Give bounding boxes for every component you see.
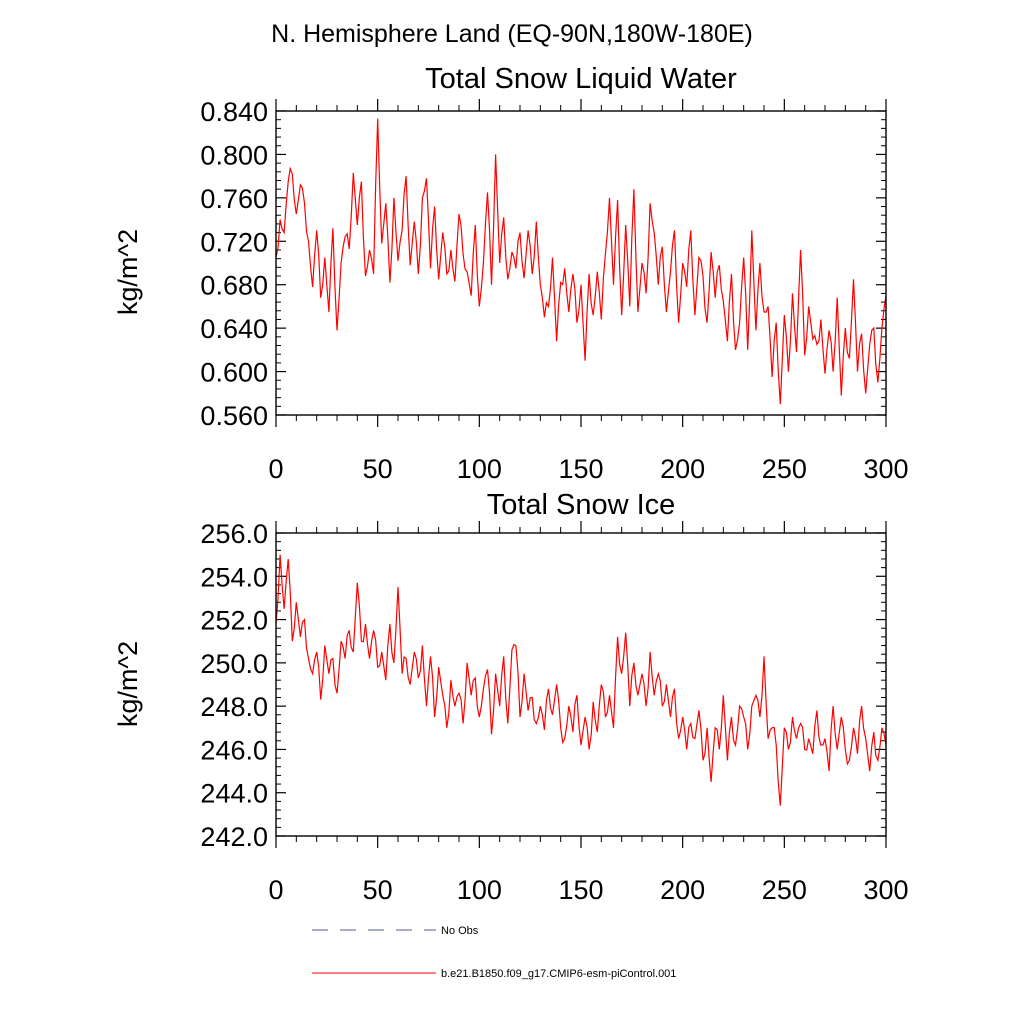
y-axis-label: kg/m^2 xyxy=(113,641,143,727)
x-tick-label: 150 xyxy=(558,875,603,905)
y-tick-label: 0.560 xyxy=(200,401,268,431)
legend-run-label: b.e21.B1850.f09_g17.CMIP6-esm-piControl.… xyxy=(441,968,676,980)
chart-panel-snow-liquid-water: Total Snow Liquid Water kg/m^2 0.560 0.60… xyxy=(113,63,909,484)
x-tick-labels: 0 50 100 150 200 250 300 xyxy=(268,875,908,905)
x-tick-label: 200 xyxy=(660,875,705,905)
chart-title: Total Snow Liquid Water xyxy=(425,63,737,95)
x-tick-label: 50 xyxy=(363,454,393,484)
y-tick-label: 0.760 xyxy=(200,184,268,214)
x-tick-label: 50 xyxy=(363,875,393,905)
x-tick-label: 100 xyxy=(457,454,502,484)
y-tick-label: 254.0 xyxy=(200,562,268,592)
y-tick-label: 0.840 xyxy=(200,97,268,127)
x-tick-label: 0 xyxy=(268,454,283,484)
x-tick-label: 100 xyxy=(457,875,502,905)
plot-frame xyxy=(275,110,887,416)
x-tick-label: 250 xyxy=(762,875,807,905)
x-tick-labels: 0 50 100 150 200 250 300 xyxy=(268,454,908,484)
axis-ticks xyxy=(275,521,887,848)
y-tick-labels: 0.560 0.600 0.640 0.680 0.720 0.760 0.800 0.840 xyxy=(200,97,268,431)
y-tick-label: 256.0 xyxy=(200,519,268,549)
figure-title: N. Hemisphere Land (EQ-90N,180W-180E) xyxy=(271,20,753,48)
y-tick-label: 242.0 xyxy=(200,822,268,852)
chart-title: Total Snow Ice xyxy=(487,489,676,521)
y-axis-label: kg/m^2 xyxy=(113,229,143,315)
y-tick-label: 0.680 xyxy=(200,271,268,301)
data-series-line xyxy=(275,118,887,405)
x-tick-label: 150 xyxy=(558,454,603,484)
x-tick-label: 300 xyxy=(863,454,908,484)
legend-no-obs-label: No Obs xyxy=(441,925,479,937)
x-tick-label: 0 xyxy=(268,875,283,905)
y-tick-label: 246.0 xyxy=(200,735,268,765)
plot-frame xyxy=(275,532,887,837)
data-series-line xyxy=(275,554,887,806)
y-tick-label: 0.600 xyxy=(200,358,268,388)
y-tick-label: 0.640 xyxy=(200,314,268,344)
legend: No Obs b.e21.B1850.f09_g17.CMIP6-esm-piC… xyxy=(312,925,676,980)
x-tick-label: 300 xyxy=(863,875,908,905)
y-tick-labels: 242.0 244.0 246.0 248.0 250.0 252.0 254.0 256.0 xyxy=(200,519,268,852)
x-tick-label: 250 xyxy=(762,454,807,484)
x-tick-label: 200 xyxy=(660,454,705,484)
y-tick-label: 252.0 xyxy=(200,606,268,636)
y-tick-label: 250.0 xyxy=(200,649,268,679)
y-tick-label: 244.0 xyxy=(200,779,268,809)
y-tick-label: 248.0 xyxy=(200,692,268,722)
y-tick-label: 0.720 xyxy=(200,227,268,257)
chart-panel-snow-ice: Total Snow Ice kg/m^2 242.0 244.0 246.0 248… xyxy=(113,489,909,905)
y-tick-label: 0.800 xyxy=(200,140,268,170)
axis-ticks xyxy=(275,99,887,427)
